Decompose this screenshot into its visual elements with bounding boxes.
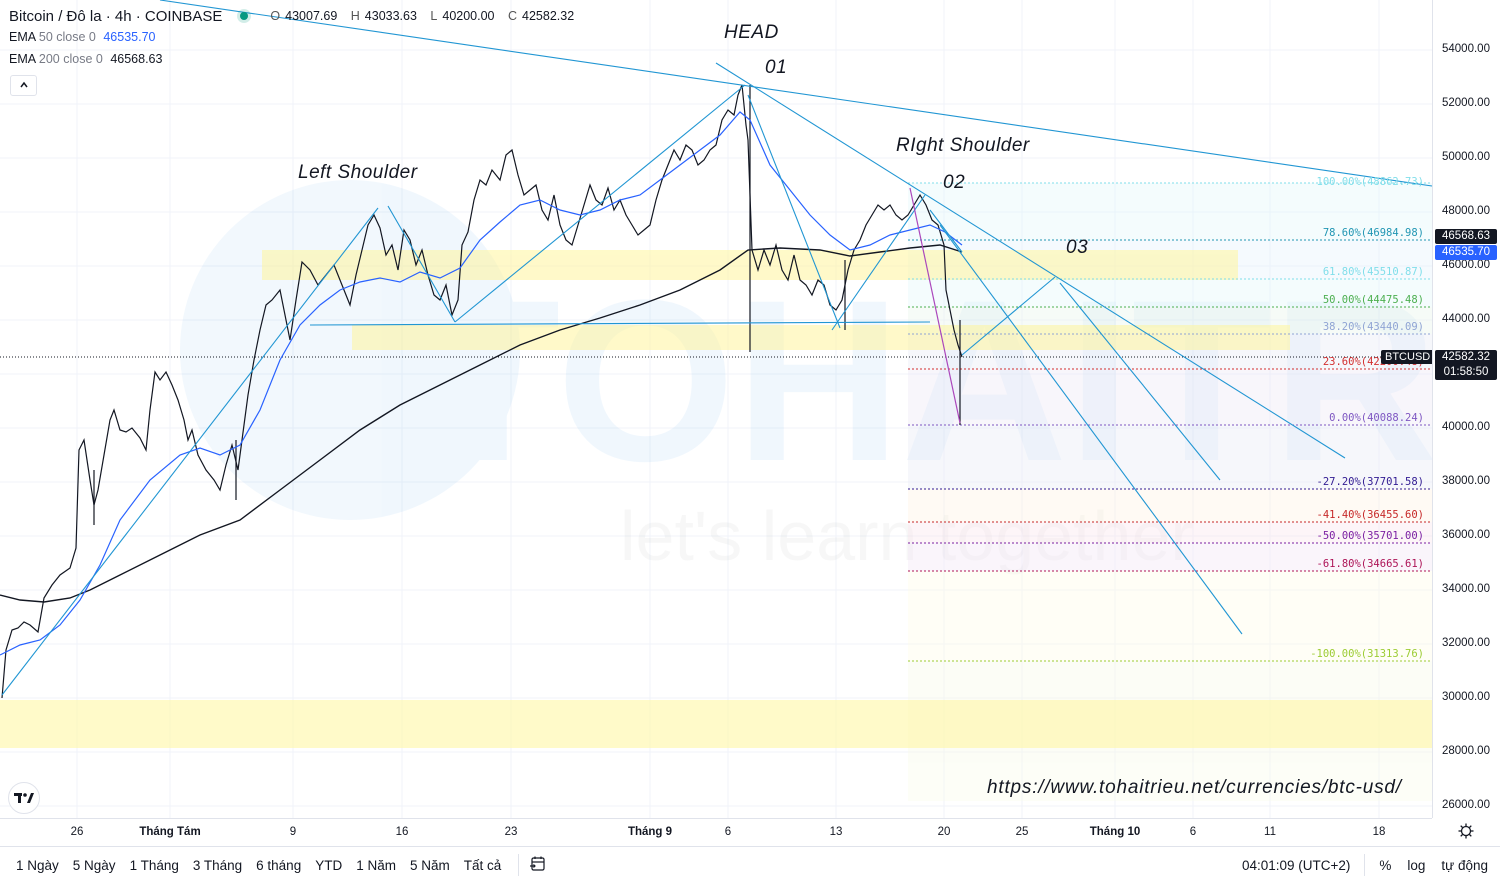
gear-icon [1458, 823, 1474, 839]
indicator-ema50[interactable]: EMA 50 close 0 46535.70 [9, 30, 156, 44]
tradingview-logo[interactable] [8, 782, 40, 814]
time-tick: 6 [1189, 826, 1197, 838]
range-ytd-button[interactable]: YTD [315, 857, 343, 873]
last-price-tag: 42582.32 01:58:50 [1435, 350, 1497, 380]
time-tick: 6 [724, 826, 732, 838]
chart-legend: Bitcoin / Đô la · 4h · COINBASE O 43007.6… [9, 6, 584, 70]
price-tick: 34000.00 [1442, 583, 1490, 595]
fib-zones [908, 183, 1432, 801]
range-6m-button[interactable]: 6 tháng [256, 857, 302, 873]
annotation-o1: 01 [765, 57, 788, 78]
chart-settings-button[interactable] [1456, 822, 1476, 842]
price-tick: 46000.00 [1442, 259, 1490, 271]
time-tick: 26 [70, 826, 84, 838]
time-axis[interactable]: 26 Tháng Tám 9 16 23 Tháng 9 6 13 20 25 … [0, 818, 1432, 847]
price-tick: 54000.00 [1442, 43, 1490, 55]
ema200-line [0, 244, 963, 603]
grid [0, 0, 1432, 818]
time-tick: 20 [937, 826, 951, 838]
range-5d-button[interactable]: 5 Ngày [72, 857, 116, 873]
fib-label-61-8: 61.80%(45510.87) [1322, 266, 1424, 278]
trendlines [1, 0, 1433, 696]
annotation-o2: 02 [943, 172, 966, 193]
ema50-line [0, 111, 963, 656]
time-tick: 23 [504, 826, 518, 838]
annotation-left-shoulder: Left Shoulder [298, 162, 418, 183]
annotation-o3: 03 [1066, 237, 1089, 258]
timezone-clock[interactable]: 04:01:09 (UTC+2) [1241, 857, 1351, 873]
fib-label-neg61-8: -61.80%(34665.61) [1316, 558, 1424, 570]
ema50-price-tag: 46535.70 [1435, 245, 1497, 260]
time-tick: Tháng Tám [139, 826, 201, 838]
time-tick: 11 [1264, 826, 1276, 838]
chevron-up-icon [19, 80, 29, 92]
price-tick: 36000.00 [1442, 529, 1490, 541]
fib-label-38-2: 38.20%(43440.09) [1322, 321, 1424, 333]
tradingview-logo-icon [14, 793, 34, 803]
indicator-ema200[interactable]: EMA 200 close 0 46568.63 [9, 52, 163, 66]
annotation-head: HEAD [724, 22, 779, 43]
fib-label-78-6: 78.60%(46984.98) [1322, 227, 1424, 239]
time-tick: 13 [829, 826, 843, 838]
time-tick: 9 [289, 826, 297, 838]
price-tick: 38000.00 [1442, 475, 1490, 487]
calendar-goto-icon [530, 856, 545, 871]
fib-label-100: 100.00%(48862.73) [1316, 176, 1424, 188]
price-tick: 52000.00 [1442, 97, 1490, 109]
auto-scale-toggle[interactable]: tự động [1441, 857, 1488, 873]
price-axis[interactable]: 54000.00 52000.00 50000.00 48000.00 4600… [1432, 0, 1500, 818]
price-tick: 50000.00 [1442, 151, 1490, 163]
time-tick: 25 [1015, 826, 1029, 838]
price-tick: 40000.00 [1442, 421, 1490, 433]
range-1d-button[interactable]: 1 Ngày [16, 857, 59, 873]
range-1y-button[interactable]: 1 Năm [356, 857, 396, 873]
price-tick: 26000.00 [1442, 799, 1490, 811]
collapse-legend-button[interactable] [10, 75, 37, 96]
range-1m-button[interactable]: 1 Tháng [129, 857, 179, 873]
time-tick: 18 [1372, 826, 1386, 838]
fib-lines [908, 182, 1432, 662]
range-3m-button[interactable]: 3 Tháng [192, 857, 243, 873]
annotation-right-shoulder: RIght Shoulder [896, 135, 1030, 156]
bottom-toolbar: 1 Ngày 5 Ngày 1 Tháng 3 Tháng 6 tháng YT… [0, 846, 1500, 883]
price-tick: 32000.00 [1442, 637, 1490, 649]
fib-label-50: 50.00%(44475.48) [1322, 294, 1424, 306]
divider [1364, 854, 1366, 876]
time-tick: Tháng 9 [627, 826, 673, 838]
percent-scale-toggle[interactable]: % [1379, 857, 1392, 873]
fib-label-neg50: -50.00%(35701.00) [1316, 530, 1424, 542]
market-status-icon [240, 12, 249, 20]
projection-line [909, 187, 961, 424]
goto-date-button[interactable] [529, 855, 547, 876]
price-tick: 30000.00 [1442, 691, 1490, 703]
price-tick: 48000.00 [1442, 205, 1490, 217]
bar-countdown: 01:58:50 [1443, 366, 1489, 378]
range-5y-button[interactable]: 5 Năm [409, 857, 450, 873]
symbol-price-label: BTCUSD [1381, 350, 1435, 364]
range-all-button[interactable]: Tất cả [463, 857, 502, 873]
fib-label-0: 0.00%(40088.24) [1329, 412, 1424, 424]
price-tick: 44000.00 [1442, 313, 1490, 325]
fib-label-neg27-2: -27.20%(37701.58) [1316, 476, 1424, 488]
symbol-title[interactable]: Bitcoin / Đô la · 4h · COINBASE [9, 7, 223, 25]
fib-label-neg41-4: -41.40%(36455.60) [1316, 509, 1424, 521]
log-scale-toggle[interactable]: log [1407, 857, 1426, 873]
watermark-url: https://www.tohaitrieu.net/currencies/bt… [987, 777, 1402, 798]
time-tick: 16 [395, 826, 409, 838]
price-tick: 28000.00 [1442, 745, 1490, 757]
divider [518, 854, 520, 876]
fib-label-neg100: -100.00%(31313.76) [1310, 648, 1424, 660]
svg-text:let's learn together: let's learn together [620, 497, 1194, 575]
time-tick: Tháng 10 [1089, 826, 1141, 838]
ohlc-values: O 43007.69 H 43033.63 L 40200.00 C 42582.32 [270, 9, 575, 23]
ema200-price-tag: 46568.63 [1435, 229, 1497, 244]
candles [1, 84, 963, 699]
